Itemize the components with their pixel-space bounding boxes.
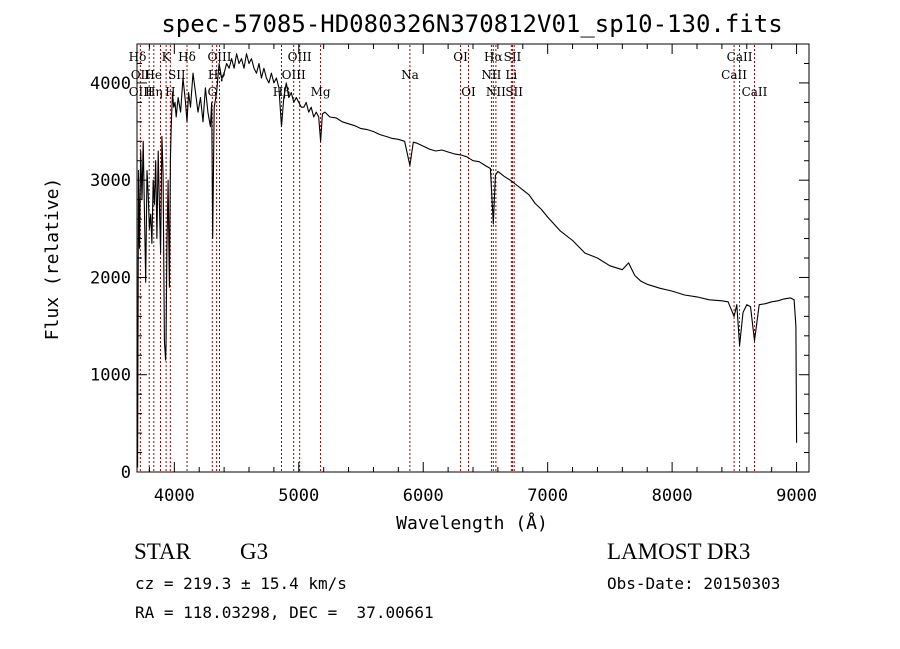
marker-label: K bbox=[162, 50, 172, 64]
marker-label: NII bbox=[486, 85, 506, 99]
spectral-line-markers bbox=[140, 45, 754, 471]
x-axis-label: Wavelength (Å) bbox=[396, 512, 548, 534]
spectrum-line bbox=[137, 54, 797, 467]
observation-date: Obs-Date: 20150303 bbox=[607, 574, 780, 593]
marker-label: OI bbox=[453, 50, 468, 64]
survey-name: LAMOST DR3 bbox=[607, 539, 750, 565]
plot-frame bbox=[137, 44, 809, 472]
y-axis-label: Flux (relative) bbox=[42, 178, 63, 341]
x-tick-label: 9000 bbox=[776, 486, 817, 506]
redshift-velocity: cz = 219.3 ± 15.4 km/s bbox=[135, 574, 347, 593]
marker-label: Mg bbox=[311, 85, 331, 99]
y-axis-tick-labels: 0 1000 2000 3000 4000 bbox=[90, 74, 131, 483]
axis-ticks bbox=[137, 44, 809, 472]
y-tick-label: 3000 bbox=[90, 171, 131, 191]
marker-label: Hα bbox=[484, 50, 503, 64]
x-tick-label: 8000 bbox=[652, 486, 693, 506]
marker-label: H bbox=[165, 85, 175, 99]
marker-label: Li bbox=[505, 68, 517, 82]
x-axis-tick-labels: 4000 5000 6000 7000 8000 9000 bbox=[154, 486, 817, 506]
marker-label: NII bbox=[481, 68, 501, 82]
marker-label: He bbox=[144, 68, 162, 82]
marker-label: Hδ bbox=[178, 50, 196, 64]
x-tick-label: 7000 bbox=[527, 486, 568, 506]
marker-label: CaII bbox=[727, 50, 753, 64]
marker-label: OIII bbox=[207, 50, 231, 64]
y-tick-label: 2000 bbox=[90, 268, 131, 288]
marker-label: OIII bbox=[288, 50, 312, 64]
marker-label: SII bbox=[505, 85, 523, 99]
marker-label: OI bbox=[461, 85, 476, 99]
marker-label: SII bbox=[504, 50, 522, 64]
spectral-subclass: G3 bbox=[240, 539, 268, 565]
y-tick-label: 1000 bbox=[90, 366, 131, 386]
object-type: STAR bbox=[134, 539, 191, 565]
marker-label: CaII bbox=[742, 85, 768, 99]
chart-title: spec-57085-HD080326N370812V01_sp10-130.f… bbox=[161, 10, 782, 38]
marker-label: Hη bbox=[145, 85, 163, 99]
x-tick-label: 5000 bbox=[278, 486, 319, 506]
marker-label: CaII bbox=[721, 68, 747, 82]
marker-label: Na bbox=[401, 68, 419, 82]
x-tick-label: 6000 bbox=[403, 486, 444, 506]
x-tick-label: 4000 bbox=[154, 486, 195, 506]
coordinates: RA = 118.03298, DEC = 37.00661 bbox=[135, 603, 434, 622]
y-tick-label: 4000 bbox=[90, 74, 131, 94]
marker-label: OIII bbox=[282, 68, 306, 82]
y-tick-label: 0 bbox=[121, 463, 131, 483]
